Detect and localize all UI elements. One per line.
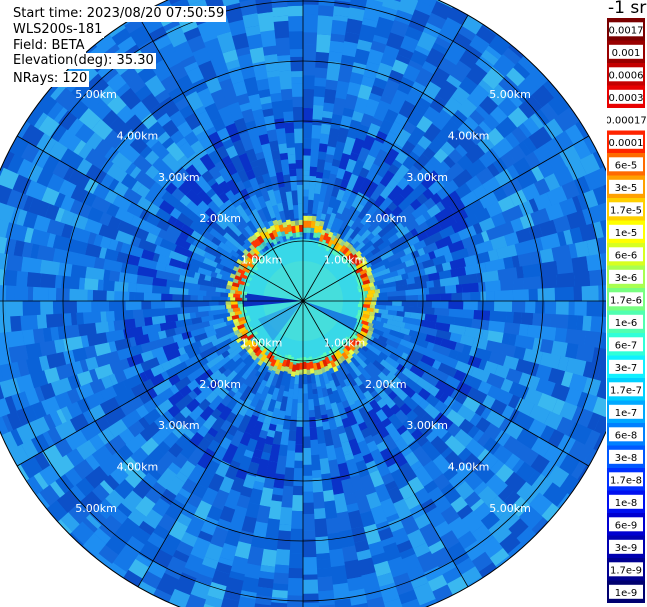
- range-ring-label: 1.00km: [241, 336, 283, 349]
- range-ring-label: 3.00km: [406, 171, 448, 184]
- azimuth-spoke: [137, 300, 304, 587]
- colorbar-unit-label: -1 sr: [608, 0, 647, 18]
- azimuth-spoke: [137, 15, 304, 302]
- range-ring-label: 5.00km: [75, 502, 117, 515]
- start-time-label: Start time: 2023/08/20 07:50:59: [11, 6, 227, 22]
- range-ring: [62, 60, 544, 542]
- azimuth-spoke: [302, 300, 469, 587]
- range-ring-label: 4.00km: [448, 461, 490, 474]
- colorbar-tick-label: 3e-9: [615, 543, 638, 554]
- colorbar-tick-label: 0.001: [612, 48, 641, 59]
- range-ring-label: 5.00km: [489, 88, 531, 101]
- colorbar-tick-label: 3e-7: [615, 363, 638, 374]
- azimuth-spoke: [302, 135, 589, 302]
- range-ring-label: 4.00km: [117, 129, 159, 142]
- range-ring-label: 2.00km: [199, 212, 241, 225]
- colorbar-tick-label: 1.7e-7: [610, 385, 642, 396]
- colorbar-tick-label: 0.0017: [609, 25, 644, 36]
- elevation-label: Elevation(deg): 35.30: [11, 53, 156, 69]
- range-ring-label: 1.00km: [241, 254, 283, 267]
- field-label: Field: BETA: [11, 38, 87, 54]
- colorbar-tick-label: 0.0006: [609, 70, 644, 81]
- colorbar-tick-label: 3e-5: [615, 183, 638, 194]
- azimuth-spoke: [17, 300, 304, 467]
- colorbar-tick-label: 6e-8: [615, 430, 638, 441]
- colorbar-tick-label: 1e-5: [615, 228, 638, 239]
- colorbar-tick-label: 3e-8: [615, 453, 638, 464]
- colorbar-tick-label: 1.7e-5: [610, 205, 642, 216]
- range-ring-label: 4.00km: [117, 461, 159, 474]
- range-ring-label: 2.00km: [199, 378, 241, 391]
- colorbar-tick-label: 1.7e-8: [610, 475, 642, 486]
- azimuth-spoke: [302, 300, 589, 467]
- colorbar-tick-label: 1e-8: [615, 498, 638, 509]
- azimuth-spoke: [302, 15, 469, 302]
- colorbar-tick-label: 6e-6: [615, 250, 638, 261]
- colorbar-tick-label: 1e-9: [615, 588, 638, 599]
- range-ring-label: 4.00km: [448, 129, 490, 142]
- range-ring: [2, 0, 604, 602]
- instrument-label: WLS200s-181: [11, 22, 105, 38]
- colorbar-tick-label: 1.7e-6: [610, 295, 642, 306]
- range-ring-label: 2.00km: [365, 378, 407, 391]
- range-ring: [242, 240, 364, 362]
- colorbar: 0.0017 0.001 0.0006 0.0003 0.00017 0.0001 6e-5…: [607, 18, 647, 603]
- range-ring: [122, 120, 484, 482]
- range-ring-label: 5.00km: [489, 502, 531, 515]
- colorbar-tick-label: 0.0003: [609, 93, 644, 104]
- ppi-plot: 1.00km 1.00km 1.00km 1.00km 2.00km 2.00km 2.00…: [0, 0, 606, 607]
- range-ring-label: 1.00km: [324, 336, 366, 349]
- range-ring: [182, 180, 424, 422]
- colorbar-tick-label: 1.7e-9: [610, 565, 642, 576]
- polar-grid: [0, 0, 606, 607]
- colorbar-tick-label: 0.0001: [609, 138, 644, 149]
- range-ring-label: 2.00km: [365, 212, 407, 225]
- range-ring-label: 1.00km: [324, 254, 366, 267]
- range-ring-label: 3.00km: [158, 419, 200, 432]
- azimuth-spoke: [17, 135, 304, 302]
- colorbar-tick-label: 3e-6: [615, 273, 638, 284]
- range-ring-label: 3.00km: [158, 171, 200, 184]
- range-ring-label: 3.00km: [406, 419, 448, 432]
- colorbar-tick-label: 6e-5: [615, 160, 638, 171]
- colorbar-tick-label: 6e-9: [615, 520, 638, 531]
- nrays-label: NRays: 120: [11, 71, 90, 87]
- colorbar-tick-label: 1e-6: [615, 318, 638, 329]
- colorbar-tick-label: 6e-7: [615, 340, 638, 351]
- colorbar-tick-label: 1e-7: [615, 408, 638, 419]
- range-ring-label: 5.00km: [75, 88, 117, 101]
- colorbar-tick-label: 0.00017: [607, 115, 647, 126]
